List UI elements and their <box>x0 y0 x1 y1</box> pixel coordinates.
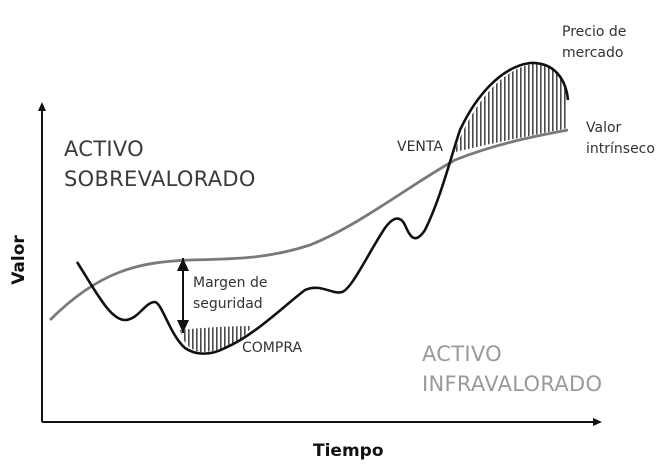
buy-label: COMPRA <box>242 340 303 356</box>
market-price-line-2: mercado <box>562 45 624 61</box>
undervalued-line-2: INFRAVALORADO <box>422 372 603 396</box>
margin-line-1: Margen de <box>193 275 268 291</box>
overvalued-line-2: SOBREVALORADO <box>64 167 256 191</box>
overvalued-region-label: ACTIVO SOBREVALORADO <box>64 134 256 194</box>
sell-zone-hatch <box>455 63 568 152</box>
market-price-curve <box>75 61 570 355</box>
buy-zone-hatch <box>180 326 252 352</box>
overvalued-line-1: ACTIVO <box>64 137 145 161</box>
sell-label: VENTA <box>397 139 443 155</box>
margin-arrow-head-bottom <box>177 320 189 333</box>
undervalued-line-1: ACTIVO <box>422 342 503 366</box>
y-axis-label: Valor <box>8 235 29 285</box>
intrinsic-value-curve <box>49 128 569 321</box>
intrinsic-value-line-2: intrínseco <box>586 141 655 157</box>
margin-of-safety-label: Margen de seguridad <box>193 273 268 315</box>
intrinsic-value-line-1: Valor <box>586 120 622 136</box>
x-axis-label: Tiempo <box>313 441 384 461</box>
intrinsic-value-label: Valor intrínseco <box>586 118 655 160</box>
undervalued-region-label: ACTIVO INFRAVALORADO <box>422 339 602 399</box>
market-price-line-1: Precio de <box>562 24 627 40</box>
margin-arrow-head-top <box>177 258 189 271</box>
market-price-label: Precio de mercado <box>562 22 626 64</box>
margin-line-2: seguridad <box>193 296 263 312</box>
